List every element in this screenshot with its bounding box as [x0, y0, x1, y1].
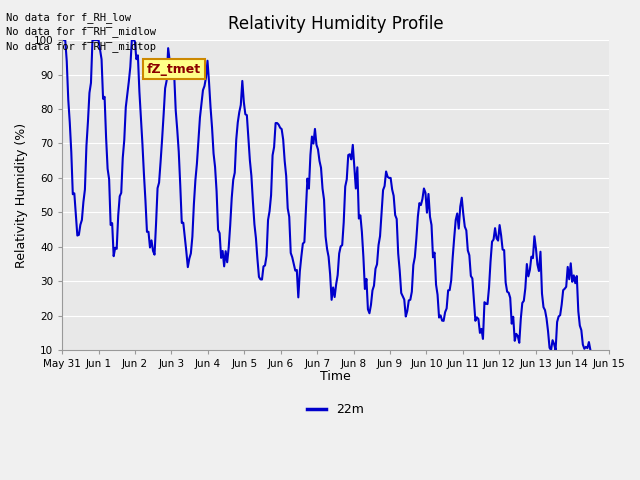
Text: No data for f̅RH̅_midtop: No data for f̅RH̅_midtop [6, 41, 156, 52]
Title: Relativity Humidity Profile: Relativity Humidity Profile [228, 15, 444, 33]
Text: fZ_tmet: fZ_tmet [147, 63, 201, 76]
Text: No data for f_RH_low: No data for f_RH_low [6, 12, 131, 23]
Text: No data for f̅RH̅_midlow: No data for f̅RH̅_midlow [6, 26, 156, 37]
X-axis label: Time: Time [320, 371, 351, 384]
Legend: 22m: 22m [302, 398, 369, 421]
Y-axis label: Relativity Humidity (%): Relativity Humidity (%) [15, 122, 28, 268]
